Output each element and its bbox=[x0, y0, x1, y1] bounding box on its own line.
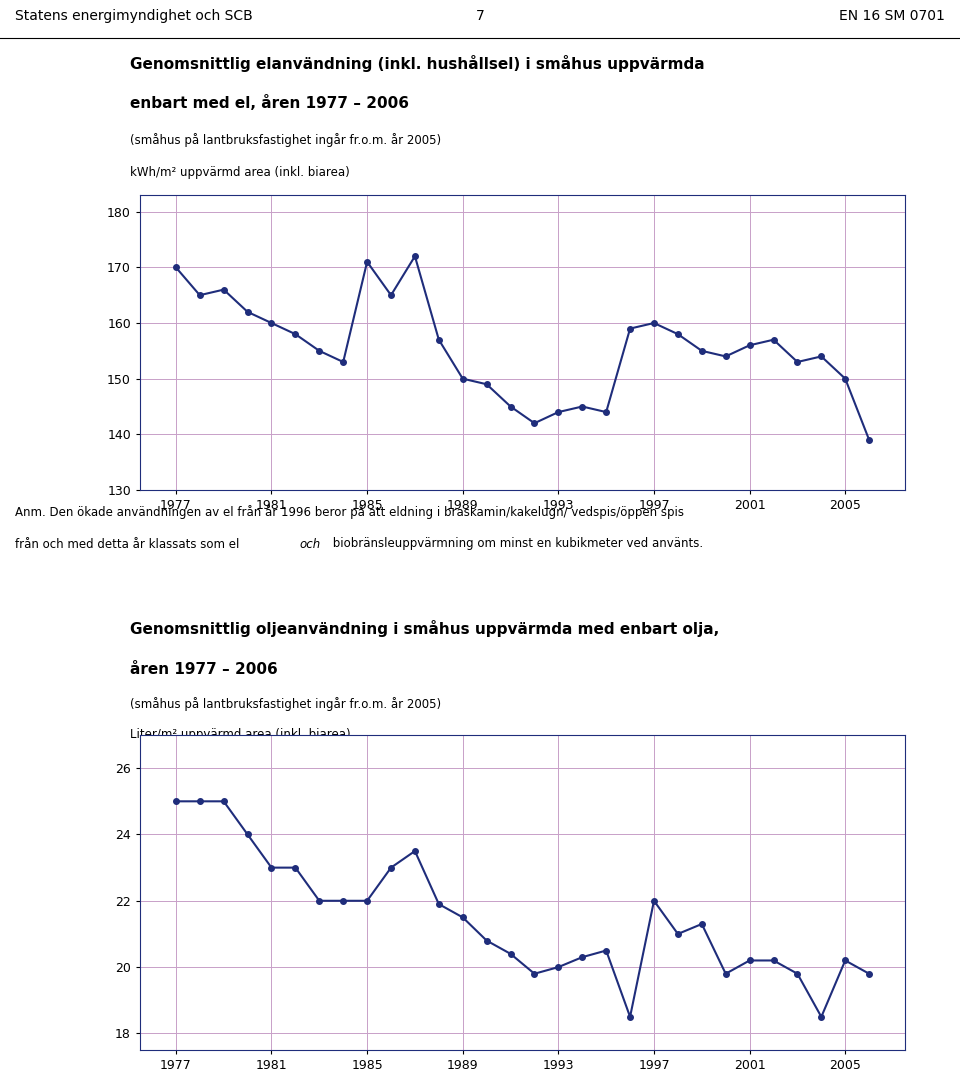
Text: Anm. Den ökade användningen av el från år 1996 beror på att eldning i braskamin/: Anm. Den ökade användningen av el från å… bbox=[15, 506, 684, 519]
Text: från och med detta år klassats som el: från och med detta år klassats som el bbox=[15, 538, 244, 550]
Text: EN 16 SM 0701: EN 16 SM 0701 bbox=[839, 9, 945, 22]
Text: Statens energimyndighet och SCB: Statens energimyndighet och SCB bbox=[15, 9, 253, 22]
Text: kWh/m² uppvärmd area (inkl. biarea): kWh/m² uppvärmd area (inkl. biarea) bbox=[130, 166, 349, 179]
Text: biobränsleuppvärmning om minst en kubikmeter ved använts.: biobränsleuppvärmning om minst en kubikm… bbox=[329, 538, 704, 550]
Text: och: och bbox=[300, 538, 321, 550]
Text: Genomsnittlig elanvändning (inkl. hushållsel) i småhus uppvärmda: Genomsnittlig elanvändning (inkl. hushål… bbox=[130, 55, 705, 72]
Text: 7: 7 bbox=[475, 9, 485, 22]
Text: (småhus på lantbruksfastighet ingår fr.o.m. år 2005): (småhus på lantbruksfastighet ingår fr.o… bbox=[130, 697, 441, 711]
Text: åren 1977 – 2006: åren 1977 – 2006 bbox=[130, 662, 277, 677]
Text: (småhus på lantbruksfastighet ingår fr.o.m. år 2005): (småhus på lantbruksfastighet ingår fr.o… bbox=[130, 133, 441, 148]
Text: Liter/m² uppvärmd area (inkl. biarea): Liter/m² uppvärmd area (inkl. biarea) bbox=[130, 728, 350, 741]
Text: Genomsnittlig oljeanvändning i småhus uppvärmda med enbart olja,: Genomsnittlig oljeanvändning i småhus up… bbox=[130, 620, 719, 637]
Text: enbart med el, åren 1977 – 2006: enbart med el, åren 1977 – 2006 bbox=[130, 95, 409, 111]
